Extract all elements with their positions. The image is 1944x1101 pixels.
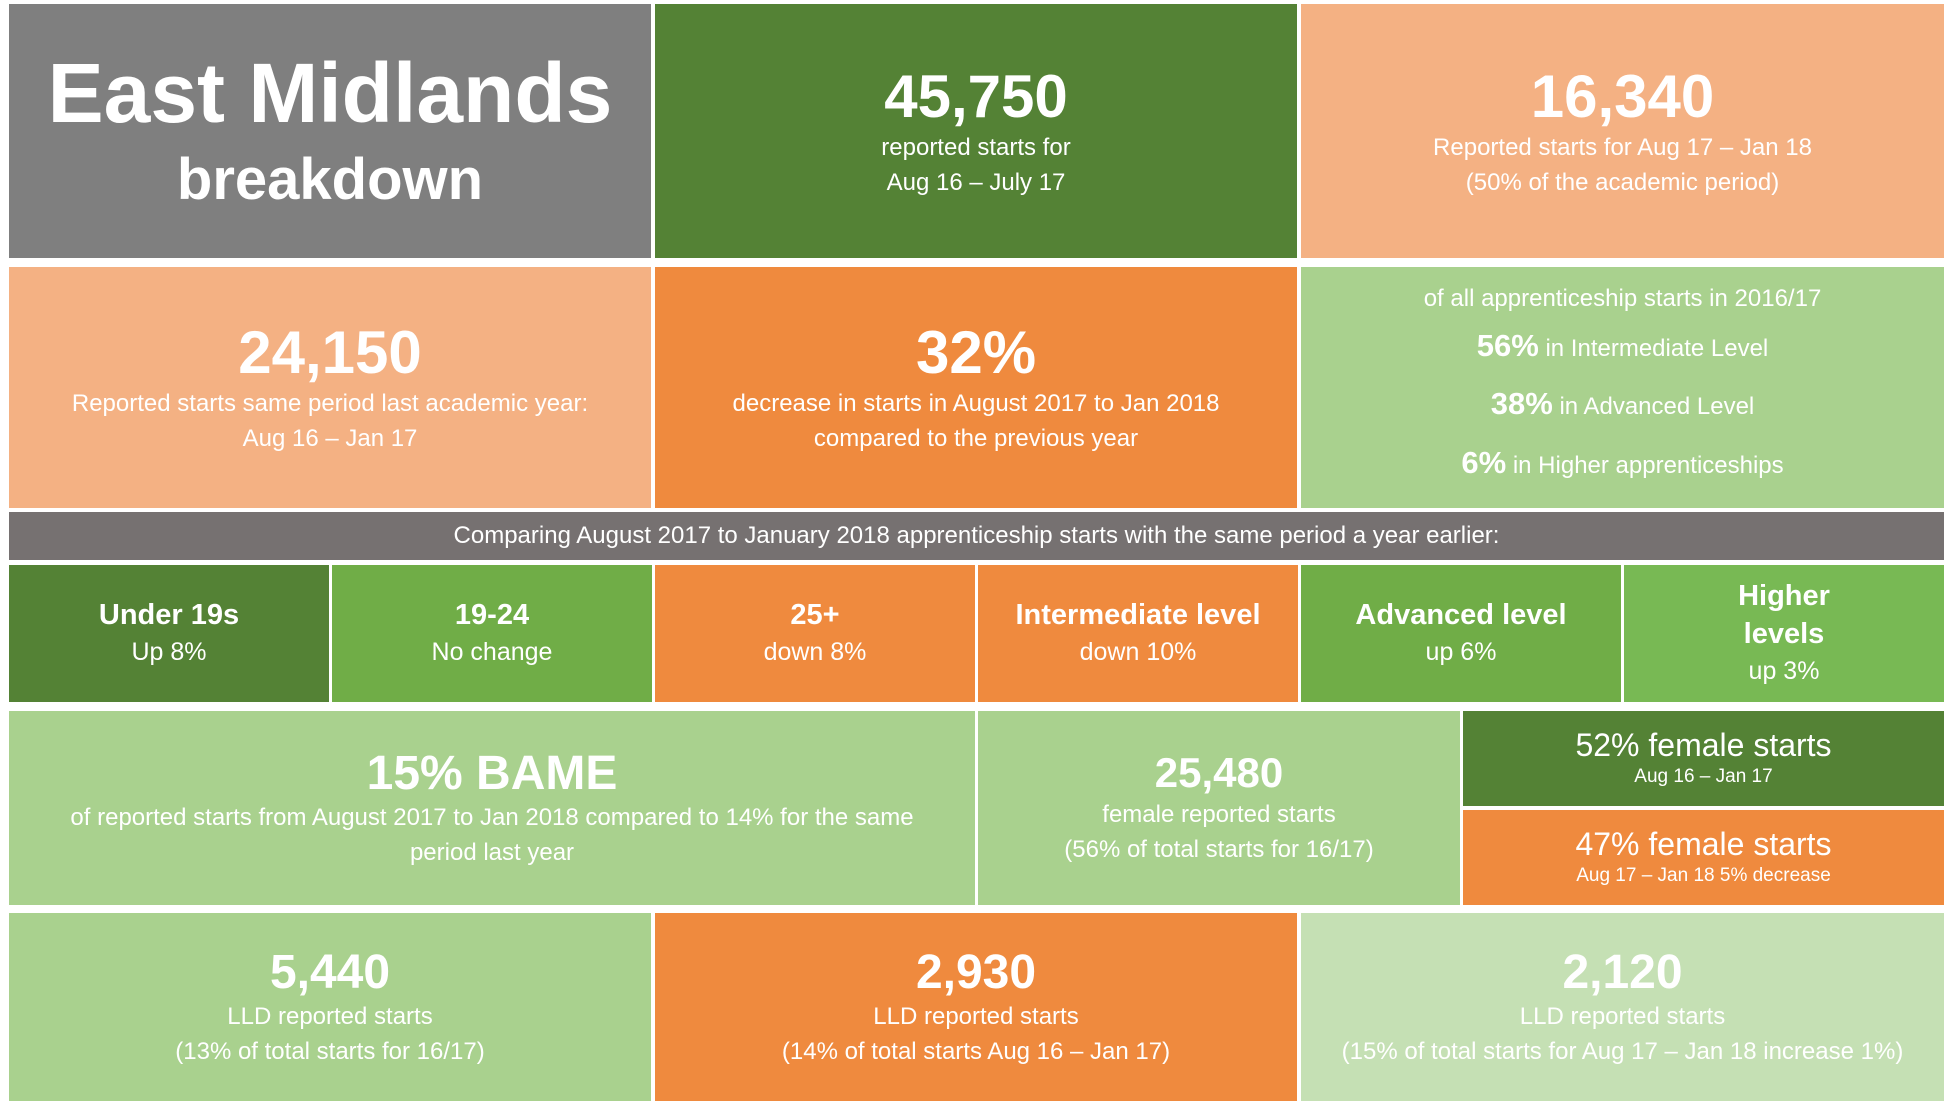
title-tile: East Midlands breakdown — [9, 4, 651, 258]
comparison-label: Higher levels — [1738, 580, 1830, 650]
stat-line: compared to the previous year — [813, 425, 1139, 452]
stat-line: decrease in starts in August 2017 to Jan… — [732, 390, 1220, 418]
stat-value: 16,340 — [1530, 62, 1715, 130]
comparison-label: 19-24 — [454, 599, 530, 632]
levels-list: 56% in Intermediate Level 38% in Advanced… — [1461, 317, 1783, 494]
stat-line: (50% of the academic period) — [1465, 168, 1780, 196]
female-share-note: Aug 16 – Jan 17 — [1634, 766, 1773, 788]
levels-tile: of all apprenticeship starts in 2016/17 … — [1301, 267, 1944, 508]
comparison-label: 25+ — [790, 599, 840, 632]
comparison-tile: Intermediate level down 10% — [978, 565, 1298, 702]
level-row: 56% in Intermediate Level — [1461, 317, 1783, 376]
female-tile: 25,480 female reported starts (56% of to… — [978, 711, 1460, 905]
comparison-change: No change — [431, 637, 553, 666]
stat-tile: 16,340 Reported starts for Aug 17 – Jan 1… — [1301, 4, 1944, 258]
female-share-note: Aug 17 – Jan 18 5% decrease — [1576, 865, 1831, 887]
stat-value: 45,750 — [884, 62, 1068, 130]
comparison-change: up 3% — [1748, 656, 1820, 685]
stat-value: 24,150 — [238, 319, 422, 387]
stat-line: Aug 16 – Jan 17 — [242, 425, 418, 452]
level-value: 38% — [1490, 386, 1553, 422]
level-label: in Advanced Level — [1559, 393, 1755, 421]
female-line: (56% of total starts for 16/17) — [1064, 836, 1374, 864]
subtitle: breakdown — [176, 146, 484, 212]
bame-tile: 15% BAME of reported starts from August … — [9, 711, 975, 905]
comparison-tile: 19-24 No change — [332, 565, 652, 702]
comparison-change: down 8% — [763, 637, 867, 666]
comparison-label: Intermediate level — [1015, 599, 1261, 632]
stat-line: Reported starts same period last academi… — [71, 390, 589, 418]
stat-line: LLD reported starts — [1519, 1002, 1726, 1030]
comparison-tile: Under 19s Up 8% — [9, 565, 329, 702]
lld-tile: 2,120 LLD reported starts (15% of total st… — [1301, 913, 1944, 1101]
banner: Comparing August 2017 to January 2018 ap… — [9, 512, 1944, 560]
stat-value: 2,120 — [1562, 945, 1683, 999]
female-share-tile: 47% female starts Aug 17 – Jan 18 5% dec… — [1463, 810, 1944, 905]
lld-tile: 5,440 LLD reported starts (13% of total st… — [9, 913, 651, 1101]
bame-value: 15% BAME — [366, 746, 618, 800]
stat-line: (13% of total starts for 16/17) — [175, 1037, 485, 1065]
stat-line: (14% of total starts Aug 16 – Jan 17) — [781, 1037, 1171, 1065]
comparison-tile: Higher levels up 3% — [1624, 565, 1944, 702]
comparison-change: down 10% — [1079, 637, 1197, 666]
banner-text: Comparing August 2017 to January 2018 ap… — [453, 521, 1500, 549]
level-label: in Intermediate Level — [1545, 334, 1769, 362]
level-row: 38% in Advanced Level — [1461, 375, 1783, 434]
stat-line: Reported starts for Aug 17 – Jan 18 — [1433, 133, 1812, 161]
female-share-tile: 52% female starts Aug 16 – Jan 17 — [1463, 711, 1944, 806]
stat-value: 32% — [915, 319, 1037, 387]
stat-line: (15% of total starts for Aug 17 – Jan 18… — [1341, 1037, 1904, 1065]
comparison-label: Advanced level — [1355, 599, 1567, 632]
female-value: 25,480 — [1154, 749, 1284, 796]
title: East Midlands — [47, 46, 613, 140]
female-line: female reported starts — [1102, 801, 1336, 829]
comparison-tile: 25+ down 8% — [655, 565, 975, 702]
stat-tile: 24,150 Reported starts same period last a… — [9, 267, 651, 508]
lld-tile: 2,930 LLD reported starts (14% of total st… — [655, 913, 1297, 1101]
comparison-change: Up 8% — [131, 637, 207, 666]
comparison-label: Under 19s — [98, 599, 240, 632]
level-row: 6% in Higher apprenticeships — [1461, 434, 1783, 493]
stat-tile: 45,750 reported starts for Aug 16 – July 1… — [655, 4, 1297, 258]
stat-line: Aug 16 – July 17 — [886, 168, 1066, 196]
levels-intro: of all apprenticeship starts in 2016/17 — [1423, 284, 1822, 312]
stat-line: LLD reported starts — [227, 1002, 433, 1030]
level-value: 56% — [1476, 327, 1539, 363]
level-label: in Higher apprenticeships — [1512, 452, 1784, 480]
female-share-value: 47% female starts — [1575, 826, 1832, 862]
stat-line: LLD reported starts — [873, 1002, 1079, 1030]
stat-value: 2,930 — [915, 945, 1037, 999]
stat-tile: 32% decrease in starts in August 2017 to … — [655, 267, 1297, 508]
bame-text: of reported starts from August 2017 to J… — [70, 803, 914, 866]
level-value: 6% — [1461, 445, 1507, 481]
comparison-change: up 6% — [1425, 637, 1497, 666]
female-share-value: 52% female starts — [1575, 727, 1832, 763]
stat-value: 5,440 — [269, 945, 391, 999]
comparison-tile: Advanced level up 6% — [1301, 565, 1621, 702]
stat-line: reported starts for — [881, 133, 1071, 161]
